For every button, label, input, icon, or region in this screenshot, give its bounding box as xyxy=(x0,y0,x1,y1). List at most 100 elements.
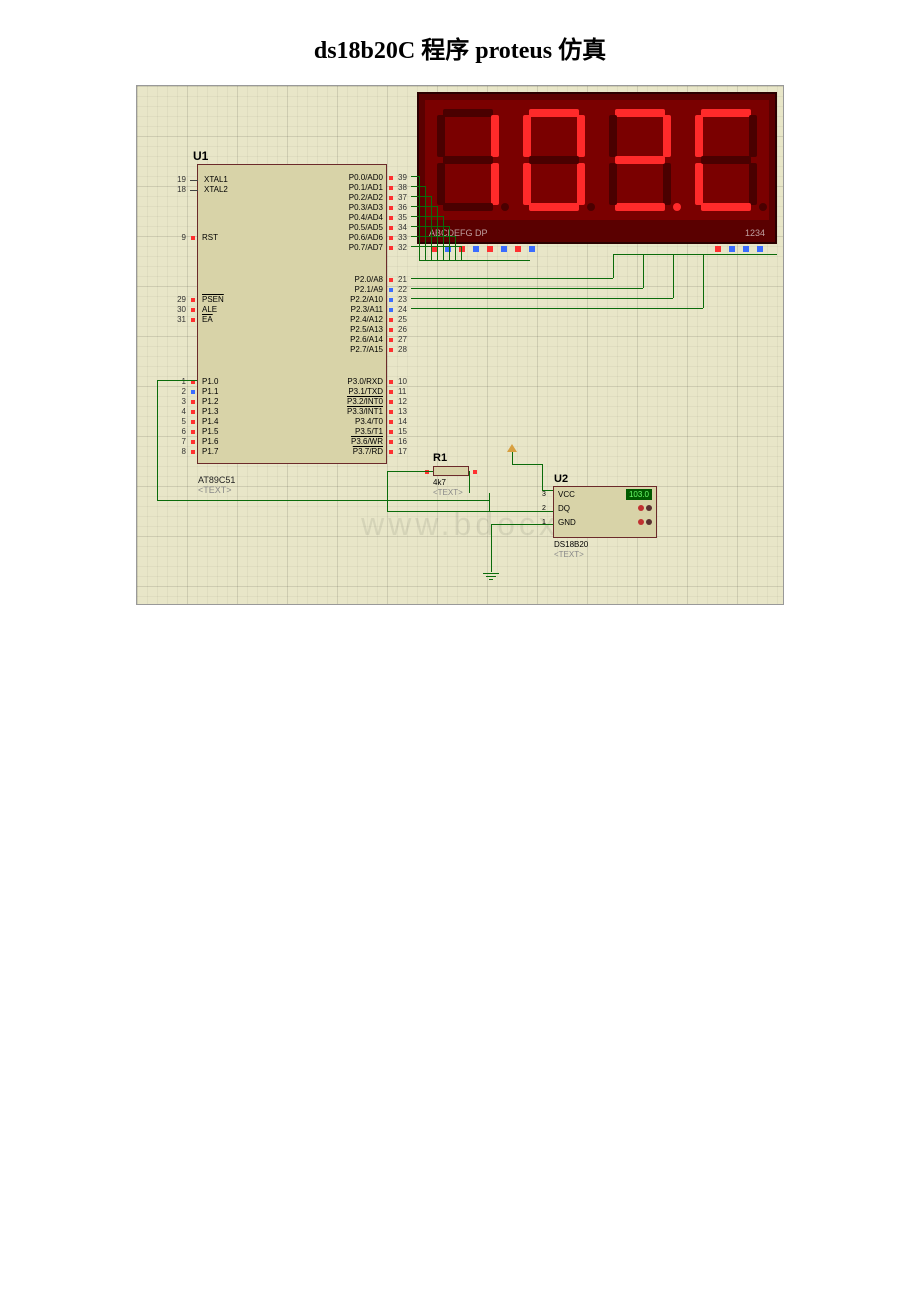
wire xyxy=(512,456,513,464)
seg-digit-pad-0 xyxy=(715,246,721,252)
sensor-pin-gnd: 1GND xyxy=(554,515,656,529)
ds18b20-sensor: U2 3VCC103.02DQ 1GND DS18B20 <TEXT> xyxy=(553,486,657,538)
mcu-pin-P2-6-A14: P2.6/A1427 xyxy=(327,335,412,345)
mcu-pin-P2-0-A8: P2.0/A821 xyxy=(327,275,412,285)
resistor-r1 xyxy=(433,466,469,476)
wire xyxy=(387,471,433,472)
mcu-pin-P1-3: 4P1.3 xyxy=(172,407,248,417)
mcu-pin-P1-7: 8P1.7 xyxy=(172,447,248,457)
wire xyxy=(542,490,553,491)
mcu-pin-P0-1-AD1: P0.1/AD138 xyxy=(327,183,412,193)
mcu-pin-P0-2-AD2: P0.2/AD237 xyxy=(327,193,412,203)
mcu-pin-ALE: 30ALE xyxy=(172,305,248,315)
resistor-ref: R1 xyxy=(433,452,447,464)
mcu-pin-P0-3-AD3: P0.3/AD336 xyxy=(327,203,412,213)
mcu-pin-P2-2-A10: P2.2/A1023 xyxy=(327,295,412,305)
mcu-pin-P1-1: 2P1.1 xyxy=(172,387,248,397)
wire xyxy=(411,186,425,187)
wire xyxy=(157,380,197,381)
wire xyxy=(387,471,388,511)
seg-digit-pad-1 xyxy=(729,246,735,252)
wire xyxy=(461,246,462,260)
wire xyxy=(455,236,456,260)
wire xyxy=(512,464,542,465)
mcu-pin-PSEN: 29PSEN xyxy=(172,295,248,305)
wire xyxy=(157,500,489,501)
mcu-pin-P3-3-INT1: P3.3/INT113 xyxy=(327,407,412,417)
mcu-pin-P3-0-RXD: P3.0/RXD10 xyxy=(327,377,412,387)
wire xyxy=(411,236,455,237)
wire xyxy=(411,278,613,279)
mcu-pin-P0-5-AD5: P0.5/AD534 xyxy=(327,223,412,233)
wire xyxy=(703,254,777,255)
digit-4 xyxy=(691,105,761,215)
resistor-text: <TEXT> xyxy=(433,488,463,497)
wire xyxy=(489,493,490,511)
mcu-text: <TEXT> xyxy=(198,485,232,495)
mcu-pin-P2-3-A11: P2.3/A1124 xyxy=(327,305,412,315)
wire xyxy=(419,176,420,260)
mcu-pin-P1-0: 1P1.0 xyxy=(172,377,248,387)
mcu-pin-XTAL2: 18XTAL2 xyxy=(172,185,250,195)
seg-abc-pad-7 xyxy=(529,246,535,252)
seg-abc-pad-6 xyxy=(515,246,521,252)
digit-1 xyxy=(433,105,503,215)
schematic-canvas: www.bdocx ABCDEFG DP 1234 U1 19XTAL118XT… xyxy=(136,85,784,605)
seg-abc-pad-3 xyxy=(473,246,479,252)
wire xyxy=(411,308,703,309)
wire xyxy=(411,226,449,227)
mcu-pin-P1-4: 5P1.4 xyxy=(172,417,248,427)
wire xyxy=(491,524,492,558)
mcu-pin-P0-7-AD7: P0.7/AD732 xyxy=(327,243,412,253)
mcu-pin-P2-5-A13: P2.5/A1326 xyxy=(327,325,412,335)
mcu-pin-P2-7-A15: P2.7/A1528 xyxy=(327,345,412,355)
wire xyxy=(542,464,543,490)
wire xyxy=(673,254,674,298)
wire xyxy=(411,216,443,217)
mcu-pin-P3-1-TXD: P3.1/TXD11 xyxy=(327,387,412,397)
mcu-pin-EA: 31EA xyxy=(172,315,248,325)
mcu-pin-P1-6: 7P1.6 xyxy=(172,437,248,447)
wire xyxy=(491,524,553,525)
wire xyxy=(449,226,450,260)
wire xyxy=(613,254,614,278)
digit-3 xyxy=(605,105,675,215)
wire xyxy=(411,288,643,289)
mcu-ref: U1 xyxy=(193,149,208,163)
resistor-pad-2 xyxy=(473,470,477,474)
wire xyxy=(425,186,426,260)
mcu-pin-P3-7-RD: P3.7/RD17 xyxy=(327,447,412,457)
mcu-pin-P0-6-AD6: P0.6/AD633 xyxy=(327,233,412,243)
mcu-part: AT89C51 xyxy=(198,475,235,485)
mcu-pin-P0-0-AD0: P0.0/AD039 xyxy=(327,173,412,183)
wire xyxy=(461,260,530,261)
wire xyxy=(411,298,673,299)
seven-seg-display: ABCDEFG DP 1234 xyxy=(417,92,777,244)
mcu-pin-P2-4-A12: P2.4/A1225 xyxy=(327,315,412,325)
wire xyxy=(411,176,419,177)
seg-pin-label-right: 1234 xyxy=(745,228,765,238)
mcu-pin-XTAL1: 19XTAL1 xyxy=(172,175,250,185)
wire xyxy=(411,196,431,197)
sensor-pin-dq: 2DQ xyxy=(554,501,656,515)
mcu-pin-P3-2-INT0: P3.2/INT012 xyxy=(327,397,412,407)
seg-abc-pad-5 xyxy=(501,246,507,252)
mcu-pin-P2-1-A9: P2.1/A922 xyxy=(327,285,412,295)
mcu-pin-P1-5: 6P1.5 xyxy=(172,427,248,437)
mcu-pin-P3-4-T0: P3.4/T014 xyxy=(327,417,412,427)
sensor-part: DS18B20 xyxy=(554,540,588,549)
mcu-pin-P3-5-T1: P3.5/T115 xyxy=(327,427,412,437)
seg-digit-pad-3 xyxy=(757,246,763,252)
wire xyxy=(437,206,438,260)
sensor-pin-vcc: 3VCC103.0 xyxy=(554,487,656,501)
seg-abc-pad-4 xyxy=(487,246,493,252)
ground-symbol xyxy=(483,558,499,580)
wire xyxy=(411,246,461,247)
wire xyxy=(489,511,553,512)
resistor-value: 4k7 xyxy=(433,478,446,487)
wire xyxy=(443,216,444,260)
digit-2 xyxy=(519,105,589,215)
mcu-pin-P3-6-WR: P3.6/WR16 xyxy=(327,437,412,447)
mcu-pin-RST: 9RST xyxy=(172,233,248,243)
wire xyxy=(387,511,489,512)
